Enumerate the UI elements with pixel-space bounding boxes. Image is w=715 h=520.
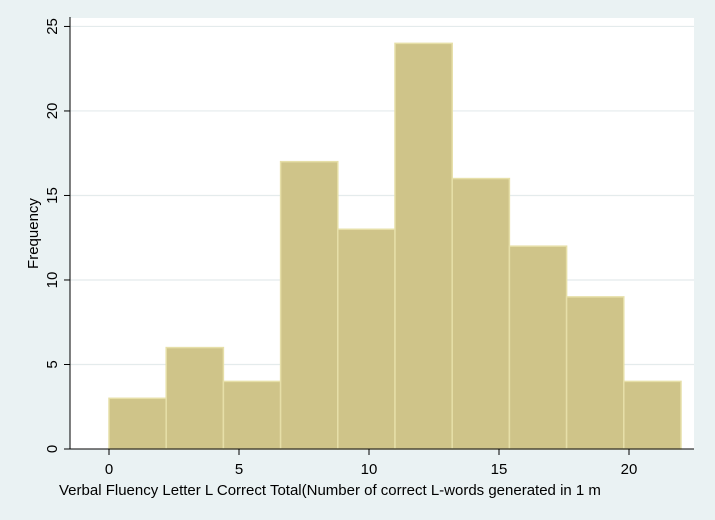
bar-9 <box>565 296 625 450</box>
bar-5 <box>337 228 396 450</box>
bar-2 <box>165 346 225 450</box>
x-axis-title: Verbal Fluency Letter L Correct Total(Nu… <box>59 482 601 499</box>
x-axis: 0 5 10 15 20 <box>70 448 694 478</box>
bar-1 <box>108 397 167 450</box>
y-tick-label: 25 <box>44 18 61 35</box>
bar-4 <box>279 160 339 450</box>
y-tick-label: 10 <box>44 272 61 289</box>
y-tick-label: 0 <box>44 445 61 453</box>
x-tick-label: 0 <box>105 461 113 478</box>
x-tick-label: 20 <box>621 461 638 478</box>
y-axis: 0 5 10 15 20 25 <box>44 17 71 453</box>
y-tick-label: 20 <box>44 103 61 120</box>
y-tick-label: 15 <box>44 187 61 204</box>
x-tick-label: 15 <box>491 461 508 478</box>
bar-7 <box>451 177 511 450</box>
y-tick-label: 5 <box>44 360 61 368</box>
bar-6 <box>394 42 453 450</box>
x-tick-label: 5 <box>235 461 243 478</box>
bar-10 <box>623 380 682 450</box>
bars <box>108 42 682 450</box>
y-axis-title: Frequency <box>25 198 42 269</box>
x-tick-label: 10 <box>361 461 378 478</box>
bar-8 <box>508 245 568 450</box>
bar-3 <box>222 380 282 450</box>
